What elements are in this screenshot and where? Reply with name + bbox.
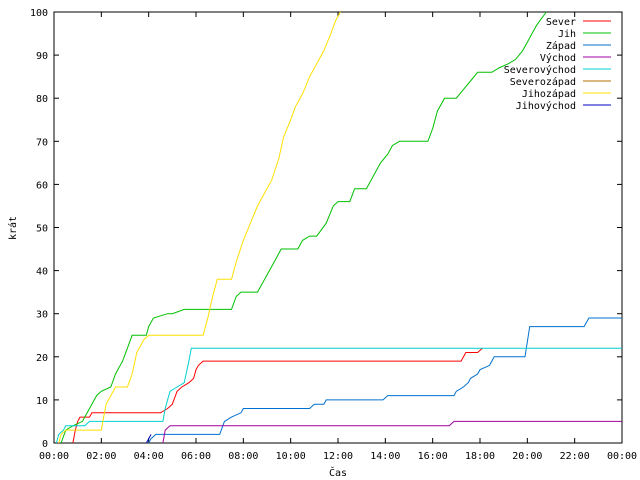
legend: SeverJihZápadVýchodSeverovýchodSeverozáp…	[504, 17, 611, 112]
legend-label: Severovýchod	[504, 64, 576, 76]
y-tick-label: 70	[36, 137, 48, 148]
x-tick-label: 02:00	[86, 451, 116, 462]
x-tick-label: 08:00	[228, 451, 258, 462]
y-tick-label: 40	[36, 267, 48, 278]
x-tick-label: 16:00	[418, 451, 448, 462]
legend-label: Sever	[546, 17, 576, 28]
x-tick-label: 10:00	[276, 451, 306, 462]
series-lines	[55, 11, 622, 444]
y-tick-label: 60	[36, 180, 48, 191]
x-tick-label: 14:00	[370, 451, 400, 462]
x-tick-label: 12:00	[323, 451, 353, 462]
y-tick-label: 10	[36, 396, 48, 407]
x-tick-label: 18:00	[465, 451, 495, 462]
axis-ticks: 00:00 02:00 04:00 06:00 08:00 10:00 12:00 14:00…	[30, 8, 637, 462]
legend-label: Severozápad	[510, 76, 576, 88]
series-line-4	[55, 347, 622, 444]
legend-label: Jihovýchod	[516, 100, 576, 112]
y-axis-label: krát	[7, 216, 19, 240]
x-tick-label: 20:00	[512, 451, 542, 462]
series-line-1	[60, 11, 547, 444]
x-tick-label: 22:00	[560, 451, 590, 462]
legend-label: Jihozápad	[522, 88, 576, 100]
series-line-7	[145, 434, 152, 444]
y-tick-label: 0	[42, 439, 48, 450]
x-tick-label: 00:00	[607, 451, 637, 462]
x-tick-label: 00:00	[39, 451, 69, 462]
y-tick-label: 90	[36, 51, 48, 62]
series-line-2	[148, 317, 622, 444]
y-tick-label: 100	[30, 8, 48, 19]
x-tick-label: 06:00	[181, 451, 211, 462]
legend-label: Západ	[546, 40, 576, 52]
x-tick-label: 04:00	[134, 451, 164, 462]
legend-label: Východ	[540, 52, 576, 64]
series-line-0	[72, 347, 483, 444]
legend-label: Jih	[558, 29, 576, 40]
series-line-6	[58, 11, 341, 444]
y-tick-label: 80	[36, 94, 48, 105]
y-tick-label: 50	[36, 224, 48, 235]
y-tick-label: 20	[36, 353, 48, 364]
y-tick-label: 30	[36, 310, 48, 321]
series-line-3	[162, 420, 622, 444]
x-axis-label: Čas	[329, 466, 347, 479]
